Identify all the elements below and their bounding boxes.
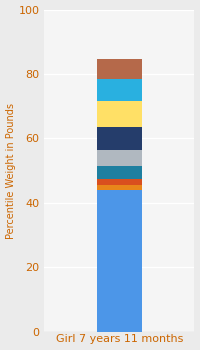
- Y-axis label: Percentile Weight in Pounds: Percentile Weight in Pounds: [6, 103, 16, 239]
- Bar: [97, 185, 142, 190]
- Bar: [97, 79, 142, 101]
- Bar: [97, 102, 142, 127]
- Bar: [97, 166, 142, 179]
- Bar: [97, 127, 142, 150]
- Bar: [97, 150, 142, 166]
- Bar: [97, 190, 142, 332]
- Bar: [97, 60, 142, 79]
- Bar: [97, 178, 142, 185]
